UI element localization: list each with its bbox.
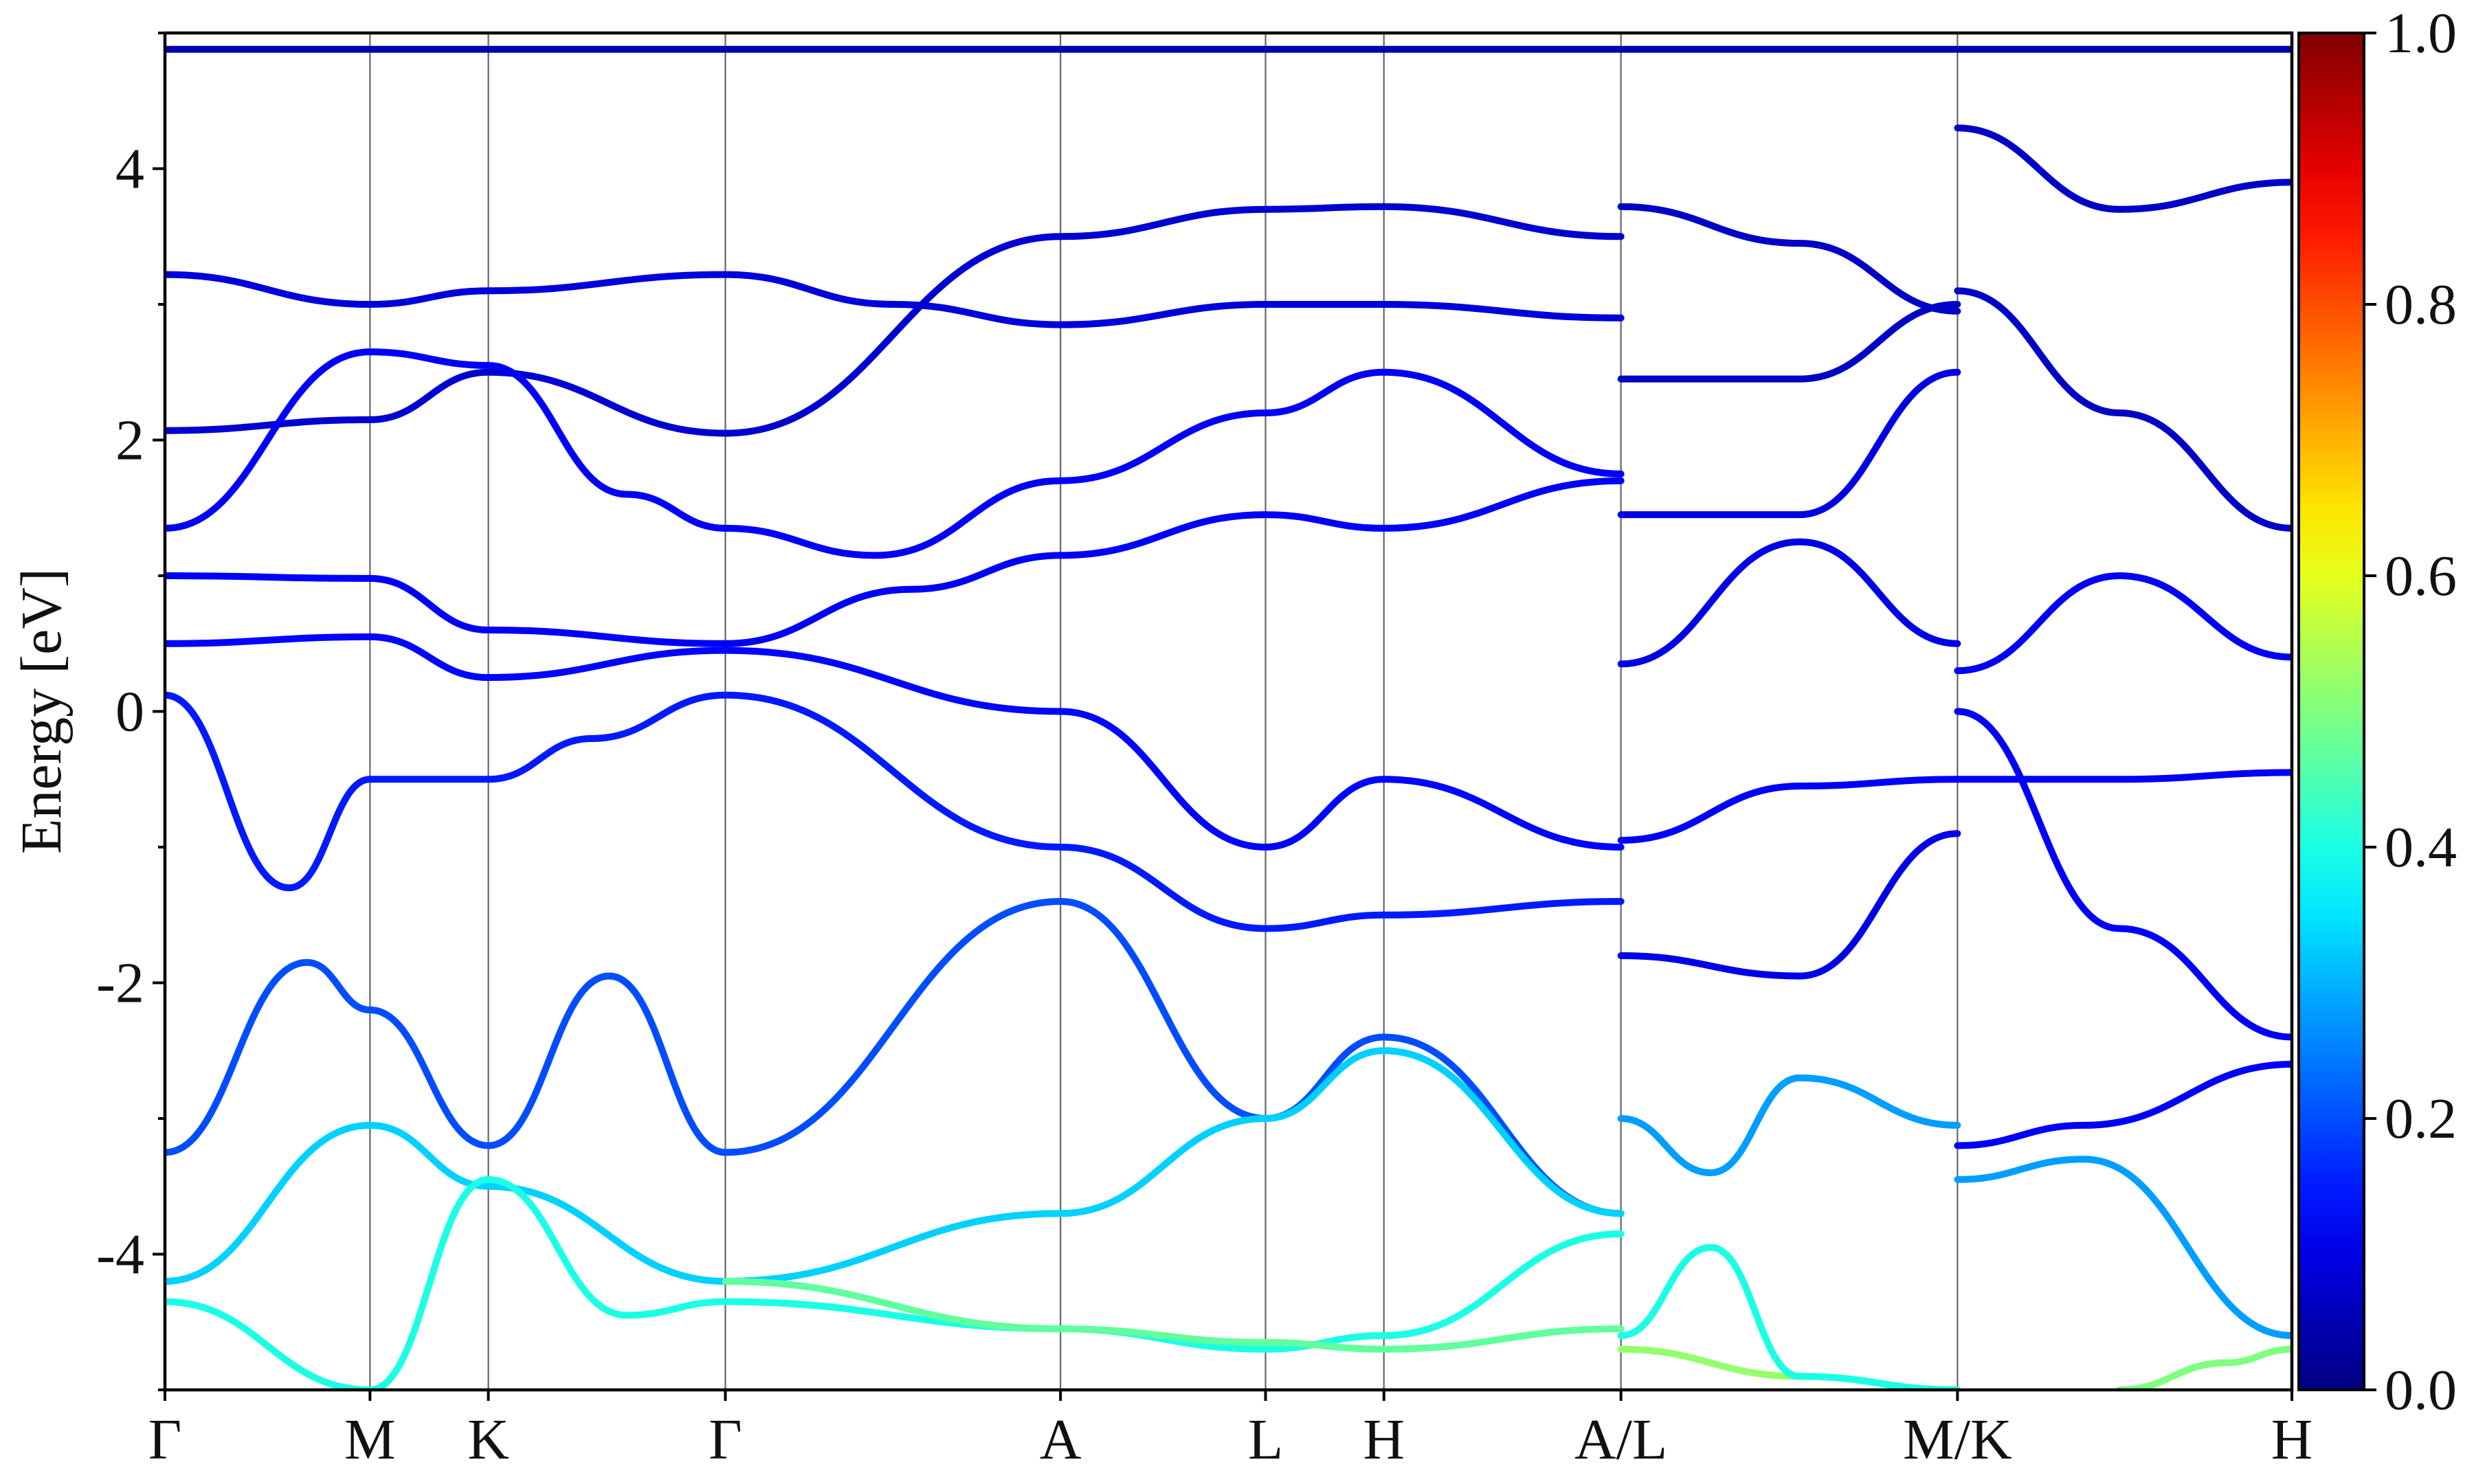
band-line-23 <box>1954 572 2292 675</box>
y-tick-label: -4 <box>96 1223 144 1287</box>
x-tick-label: Γ <box>709 1408 742 1472</box>
band-line-6 <box>165 691 1625 932</box>
band-line-8 <box>165 1047 1625 1285</box>
colorbar-ticks: 0.0 0.2 0.4 0.6 0.8 1.0 <box>2364 1 2457 1422</box>
band-line-20 <box>1954 1061 2292 1149</box>
colorbar-tick-label: 0.4 <box>2385 816 2457 879</box>
colorbar-tick-label: 0.2 <box>2385 1087 2457 1151</box>
colorbar: 0.0 0.2 0.4 0.6 0.8 1.0 <box>2297 1 2457 1422</box>
y-tick-label: 2 <box>115 409 144 473</box>
band-line-16 <box>1617 538 1961 668</box>
y-tick-label: 0 <box>115 680 144 744</box>
colorbar-tick-label: 0.6 <box>2385 544 2457 608</box>
x-tick-label: Γ <box>148 1408 182 1472</box>
band-lines <box>165 45 2292 1390</box>
band-line-17 <box>1617 368 1961 519</box>
band-line-1 <box>165 271 1625 328</box>
x-tick-label: H <box>1363 1408 1405 1472</box>
x-tick-label: A <box>1040 1408 1082 1472</box>
colorbar-tick-label: 0.0 <box>2385 1358 2457 1422</box>
band-line-7 <box>165 898 1625 1217</box>
band-line-5 <box>165 633 1625 851</box>
band-line-10 <box>722 1278 1625 1353</box>
band-line-18 <box>1617 301 1961 383</box>
x-tick-label: L <box>1248 1408 1283 1472</box>
band-line-12 <box>1617 1074 1961 1176</box>
colorbar-tick-label: 1.0 <box>2385 1 2457 65</box>
y-tick-label: 4 <box>115 137 144 201</box>
band-line-21 <box>1954 1156 2292 1339</box>
band-line-27 <box>2116 1345 2292 1390</box>
band-line-19 <box>1617 203 1961 315</box>
y-tick-label: -2 <box>96 952 144 1015</box>
band-line-26 <box>1954 124 2292 213</box>
colorbar-tick-label: 0.8 <box>2385 273 2457 337</box>
x-tick-label: A/L <box>1574 1408 1667 1472</box>
band-line-9 <box>165 1176 1625 1390</box>
x-tick-label: K <box>467 1408 509 1472</box>
band-line-14 <box>1617 830 1961 980</box>
band-line-24 <box>1954 769 2292 783</box>
x-tick-label: M <box>344 1408 396 1472</box>
x-axis: Γ M K Γ A L H A/L M/K H <box>148 1390 2313 1472</box>
band-line-3 <box>165 348 1625 559</box>
band-line-25 <box>1954 287 2292 532</box>
x-tick-label: H <box>2271 1408 2313 1472</box>
band-line-2 <box>165 203 1625 437</box>
y-axis-title: Energy [eV] <box>10 568 74 854</box>
band-line-13 <box>1617 1244 1961 1390</box>
high-symmetry-lines <box>369 33 1959 1390</box>
colorbar-gradient <box>2297 32 2365 1391</box>
band-line-22 <box>1954 708 2292 1041</box>
y-axis: -4 -2 0 2 4 <box>96 32 165 1391</box>
band-line-4 <box>165 477 1625 647</box>
band-line-15 <box>1617 776 1961 844</box>
x-tick-label: M/K <box>1903 1408 2012 1472</box>
